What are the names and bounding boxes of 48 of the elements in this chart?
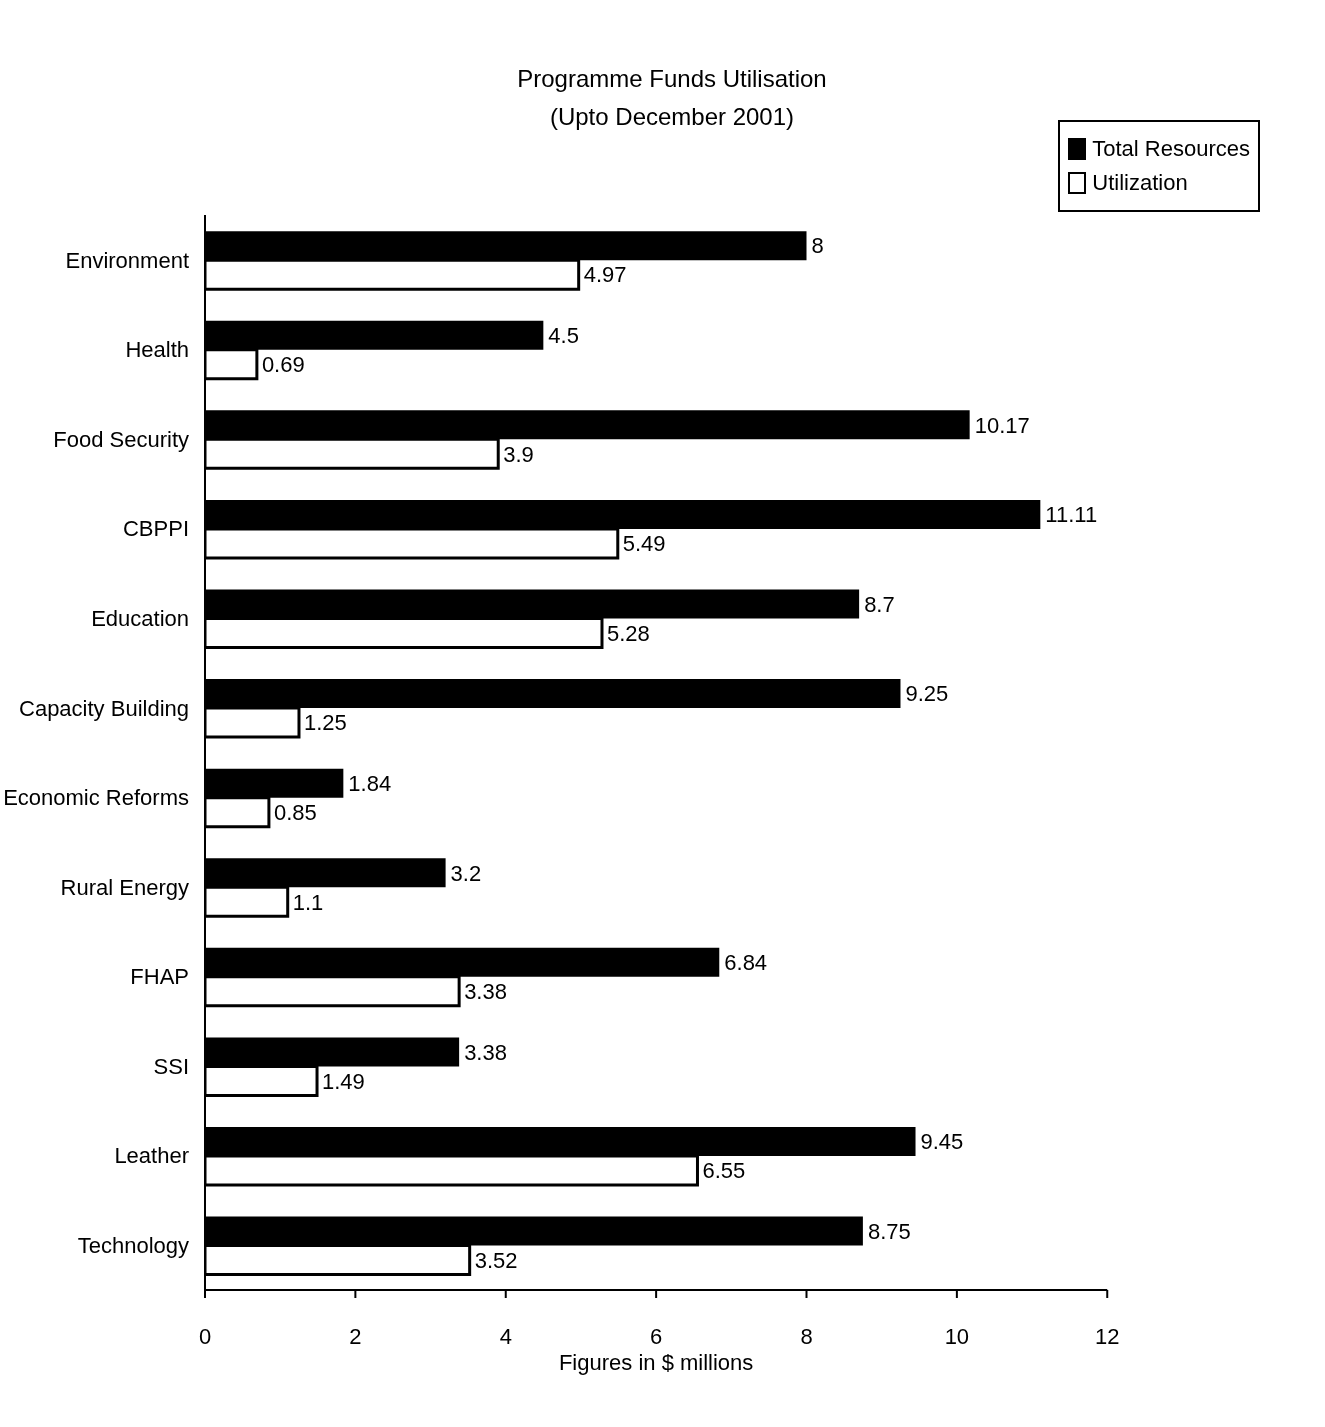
x-tick-label: 8 — [800, 1323, 813, 1349]
data-label: 3.38 — [464, 979, 507, 1005]
y-tick-label: Education — [91, 605, 189, 631]
x-tick-label: 2 — [349, 1323, 362, 1349]
y-tick-label: Economic Reforms — [3, 785, 189, 811]
x-tick-label: 12 — [1095, 1323, 1120, 1349]
data-label: 3.52 — [474, 1247, 518, 1273]
data-label: 0.85 — [273, 799, 317, 825]
data-label: 1.25 — [303, 710, 347, 736]
data-label: 6.55 — [702, 1158, 746, 1184]
data-label: 1.49 — [322, 1068, 365, 1094]
y-tick-label: Capacity Building — [19, 695, 189, 721]
data-label: 1.84 — [348, 770, 392, 796]
data-label: 8.7 — [864, 591, 895, 617]
x-tick-label: 6 — [650, 1323, 663, 1349]
chart-title: Programme Funds Utilisation — [516, 64, 828, 94]
y-tick-label: Health — [125, 337, 189, 363]
data-label: 6.84 — [724, 950, 768, 976]
y-tick-label: SSI — [153, 1053, 189, 1079]
data-label: 9.45 — [920, 1129, 964, 1155]
data-label: 1.1 — [292, 889, 324, 915]
legend-label: Utilization — [1092, 170, 1188, 196]
data-label: 4.97 — [583, 262, 627, 288]
data-label: 9.25 — [905, 681, 949, 707]
data-label: 3.2 — [450, 860, 482, 886]
data-label: 8.75 — [867, 1218, 911, 1244]
legend-label: Total Resources — [1092, 136, 1250, 162]
y-tick-label: Leather — [114, 1143, 189, 1169]
x-tick-label: 4 — [499, 1323, 512, 1349]
y-tick-label: FHAP — [130, 964, 189, 990]
data-label: 10.17 — [974, 412, 1030, 438]
x-tick-label: 0 — [198, 1323, 212, 1349]
x-axis-title: Figures in $ millions — [558, 1350, 754, 1375]
data-label: 8 — [811, 233, 824, 259]
data-label: 11.11 — [1045, 502, 1098, 528]
y-tick-label: CBPPI — [122, 516, 189, 542]
data-label: 5.49 — [622, 531, 666, 557]
y-tick-label: Food Security — [53, 426, 189, 452]
x-tick-label: 10 — [944, 1323, 970, 1349]
data-label: 3.38 — [464, 1039, 507, 1065]
data-label: 4.5 — [548, 323, 579, 349]
data-label: 3.9 — [503, 441, 534, 467]
y-tick-label: Environment — [65, 247, 189, 273]
data-label: 0.69 — [261, 352, 305, 378]
data-label: 5.28 — [606, 620, 650, 646]
y-tick-label: Technology — [77, 1233, 189, 1259]
chart-subtitle: (Upto December 2001) — [548, 102, 796, 132]
y-tick-label: Rural Energy — [60, 874, 189, 900]
